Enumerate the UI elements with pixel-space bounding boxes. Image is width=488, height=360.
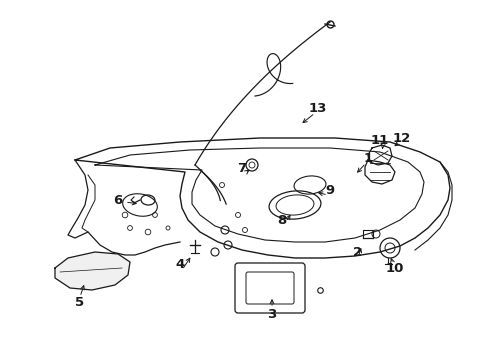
Polygon shape <box>55 252 130 290</box>
Text: 11: 11 <box>370 134 388 147</box>
Text: 7: 7 <box>237 162 246 175</box>
Text: 8: 8 <box>277 213 286 226</box>
Text: 10: 10 <box>385 261 404 275</box>
Text: 13: 13 <box>308 102 326 114</box>
Text: 9: 9 <box>325 184 334 197</box>
Text: 3: 3 <box>267 309 276 321</box>
Text: 6: 6 <box>113 194 122 207</box>
Text: 12: 12 <box>392 131 410 144</box>
Text: 4: 4 <box>175 258 184 271</box>
Text: 2: 2 <box>353 246 362 258</box>
Text: 1: 1 <box>363 152 372 165</box>
Text: 5: 5 <box>75 296 84 309</box>
